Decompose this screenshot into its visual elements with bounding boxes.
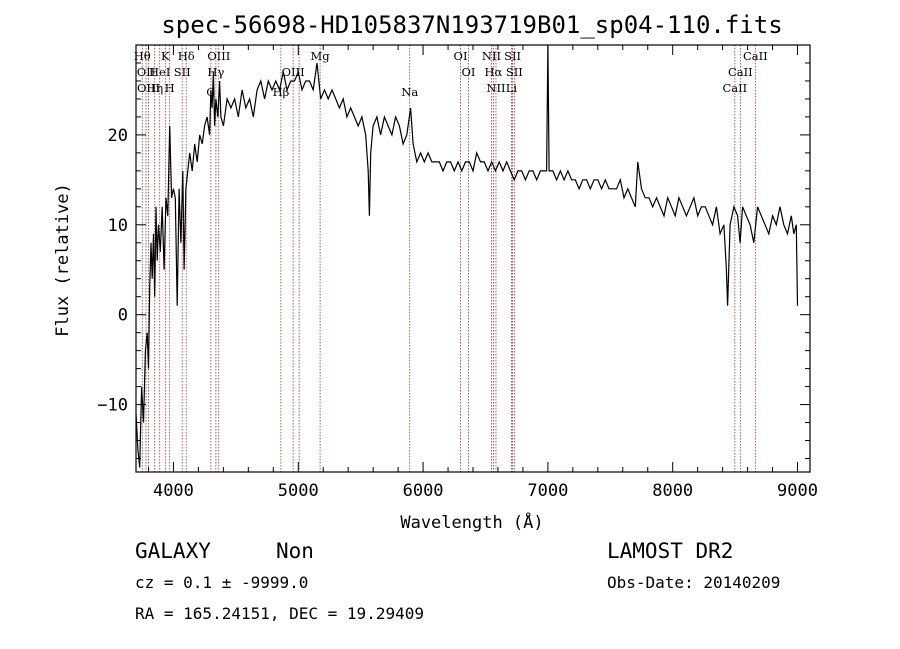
- spectral-line-label: OIII: [137, 81, 160, 95]
- y-axis-label: Flux (relative): [53, 183, 73, 337]
- obs-date-text: Obs-Date: 20140209: [607, 573, 780, 592]
- spectral-line-label: OII: [137, 65, 156, 79]
- spectrum-series-line: [135, 44, 799, 468]
- chart-title: spec-56698-HD105837N193719B01_sp04-110.f…: [161, 11, 782, 39]
- spectral-line-labels: HθOIIOIIIHηHeIKHSIIHδGHγOIIIHβOIIIMgNaOI…: [134, 49, 768, 99]
- y-tick-label: 20: [108, 126, 128, 146]
- spectral-line-label: OI: [462, 65, 476, 79]
- x-tick-label: 5000: [278, 481, 319, 501]
- spectral-line-label: Hβ: [273, 85, 290, 99]
- survey-label: LAMOST DR2: [607, 539, 733, 563]
- x-axis-label: Wavelength (Å): [400, 511, 543, 533]
- x-tick-label: 8000: [652, 481, 693, 501]
- spectral-line-label: SII: [504, 49, 521, 63]
- spectral-line-label: K: [161, 49, 170, 63]
- y-tick-label: 0: [118, 306, 128, 326]
- spectral-line-label: Hη: [146, 81, 163, 95]
- spectral-line-label: CaII: [722, 81, 747, 95]
- spectral-line-label: Na: [401, 85, 418, 99]
- spectral-line-label: OI: [454, 49, 468, 63]
- spectral-line-label: NII: [486, 81, 505, 95]
- x-tick-label: 7000: [527, 481, 568, 501]
- spectral-line-label: Hα: [484, 65, 502, 79]
- x-tick-label: 6000: [403, 481, 444, 501]
- y-axis-ticks: −10 0 10 20: [97, 44, 810, 460]
- spectral-line-label: HeI: [149, 65, 170, 79]
- x-axis-ticks: 4000 5000 6000 7000 8000 9000: [147, 45, 818, 501]
- y-tick-label: −10: [97, 396, 128, 416]
- spectral-line-label: Li: [506, 81, 518, 95]
- x-tick-label: 9000: [777, 481, 818, 501]
- cz-text: cz = 0.1 ± -9999.0: [135, 573, 308, 592]
- spectral-line-label: OIII: [207, 49, 230, 63]
- spectral-line-label: SII: [506, 65, 523, 79]
- spectral-line-label: NII: [482, 49, 501, 63]
- class-label: GALAXY: [135, 539, 211, 563]
- y-tick-label: 10: [108, 216, 128, 236]
- subclass-label: Non: [276, 539, 314, 563]
- spectral-line-label: Hγ: [207, 65, 224, 79]
- x-tick-label: 4000: [153, 481, 194, 501]
- spectral-line-label: CaII: [728, 65, 753, 79]
- spectral-line-label: Mg: [311, 49, 331, 63]
- spectral-line-label: CaII: [743, 49, 768, 63]
- radec-text: RA = 165.24151, DEC = 19.29409: [135, 604, 424, 623]
- spectral-line-markers: [141, 45, 756, 472]
- spectral-line-label: SII: [174, 65, 191, 79]
- spectral-line-label: Hδ: [178, 49, 195, 63]
- spectral-line-label: OIII: [282, 65, 305, 79]
- spectral-line-label: H: [165, 81, 175, 95]
- spectral-line-label: Hθ: [134, 49, 151, 63]
